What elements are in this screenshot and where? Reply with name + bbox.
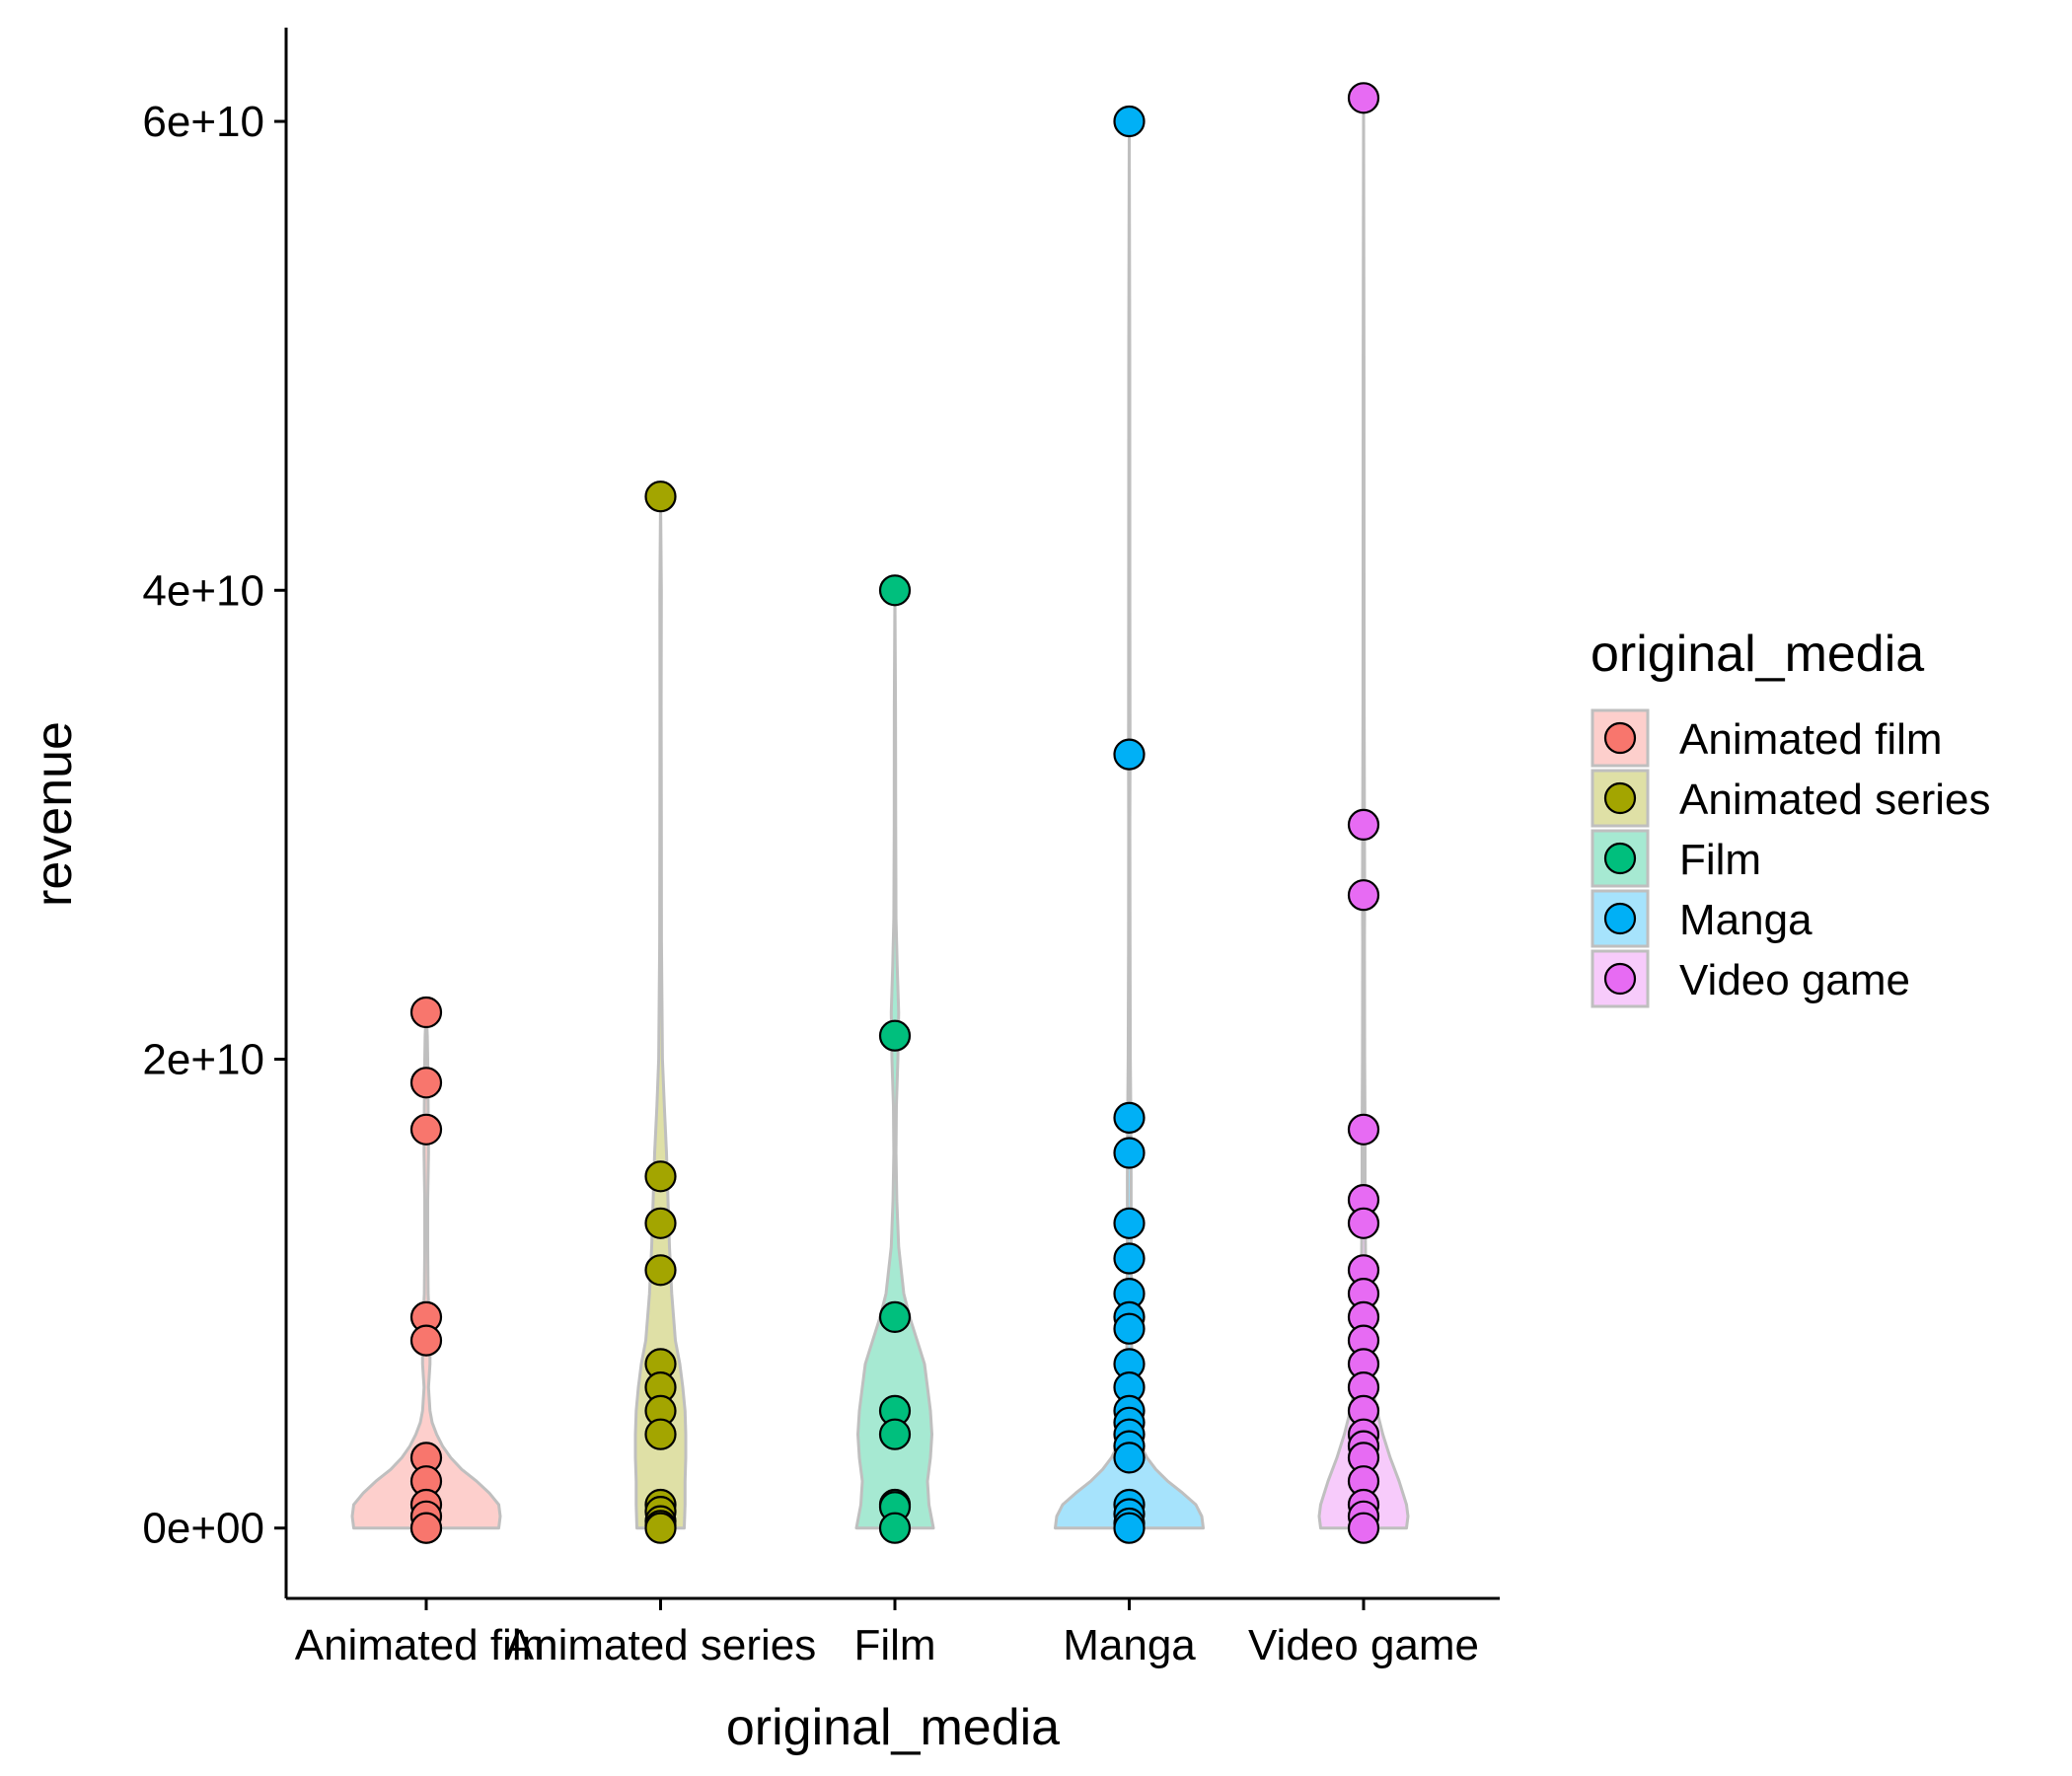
- data-point-animated-film: [409, 1113, 443, 1146]
- data-point-manga: [1113, 1101, 1146, 1135]
- legend-label: Video game: [1679, 956, 1910, 1004]
- legend-label: Animated film: [1679, 715, 1943, 764]
- data-point-manga: [1113, 1442, 1146, 1474]
- legend-label: Animated series: [1679, 776, 1990, 824]
- data-point-animated-film: [409, 1324, 443, 1357]
- y-tick-label: 4e+10: [142, 566, 264, 615]
- data-point-video-game: [1347, 1113, 1380, 1146]
- data-point-manga: [1113, 738, 1146, 771]
- x-tick-label: Film: [853, 1621, 935, 1669]
- data-point-animated-series: [644, 1254, 677, 1287]
- data-point-animated-series: [644, 1418, 677, 1450]
- legend-marker: [1603, 781, 1637, 815]
- data-point-film: [878, 1019, 912, 1052]
- legend: original_media Animated film Animated ser…: [1591, 626, 1990, 1008]
- data-point-animated-series: [644, 1207, 677, 1239]
- x-axis-title: original_media: [726, 1699, 1060, 1756]
- legend-label: Film: [1679, 836, 1761, 884]
- legend-marker: [1603, 902, 1637, 935]
- data-point-animated-film: [409, 1512, 443, 1544]
- data-point-video-game: [1347, 1207, 1380, 1239]
- x-tick-label: Manga: [1063, 1621, 1196, 1669]
- data-point-film: [878, 1418, 912, 1450]
- x-tick-label: Animated series: [505, 1621, 816, 1669]
- data-point-video-game: [1347, 879, 1380, 912]
- y-tick-label: 2e+10: [142, 1035, 264, 1083]
- data-point-film: [878, 1300, 912, 1334]
- legend-marker: [1603, 842, 1637, 875]
- data-point-manga: [1113, 1137, 1146, 1169]
- legend-marker: [1603, 721, 1637, 755]
- data-point-manga: [1113, 105, 1146, 138]
- data-point-video-game: [1347, 82, 1380, 114]
- data-point-video-game: [1347, 1512, 1380, 1544]
- data-point-film: [878, 574, 912, 607]
- data-point-film: [878, 1512, 912, 1544]
- y-axis-title: revenue: [26, 721, 83, 907]
- data-point-manga: [1113, 1242, 1146, 1275]
- data-point-video-game: [1347, 808, 1380, 842]
- data-point-animated-series: [644, 1512, 677, 1544]
- violin-animated-series: [633, 494, 688, 1530]
- data-point-manga: [1113, 1207, 1146, 1239]
- x-tick-label: Video game: [1248, 1621, 1479, 1669]
- data-point-animated-series: [644, 1160, 677, 1193]
- data-point-animated-film: [409, 996, 443, 1029]
- violin-film: [854, 588, 935, 1530]
- x-tick-label: Animated film: [295, 1621, 558, 1669]
- axes-layer: 0e+00 2e+10 4e+10 6e+10 Animated filmAnimate…: [142, 28, 1500, 1669]
- data-point-manga: [1113, 1312, 1146, 1345]
- legend-key: [1591, 769, 1650, 828]
- legend-label: Manga: [1679, 896, 1813, 944]
- y-tick-label: 6e+10: [142, 98, 264, 146]
- y-tick-label: 0e+00: [142, 1505, 264, 1553]
- data-point-animated-series: [644, 481, 677, 513]
- data-point-animated-film: [409, 1067, 443, 1099]
- data-point-manga: [1113, 1512, 1146, 1544]
- legend-title: original_media: [1591, 626, 1924, 683]
- points-layer: [409, 82, 1380, 1544]
- legend-marker: [1603, 962, 1637, 996]
